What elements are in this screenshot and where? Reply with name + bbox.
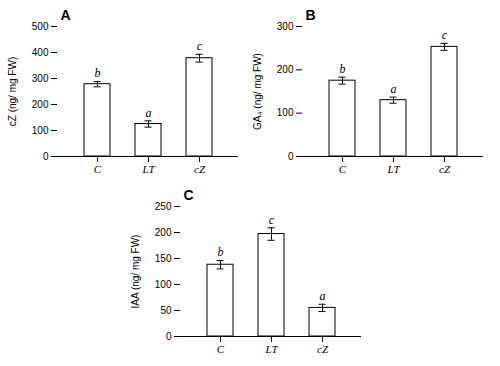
svg-text:b: b — [95, 66, 101, 80]
svg-text:LT: LT — [386, 163, 400, 175]
svg-text:200: 200 — [32, 99, 49, 110]
svg-text:c: c — [442, 28, 448, 42]
svg-text:cZ: cZ — [317, 343, 329, 355]
svg-text:b: b — [217, 245, 223, 259]
svg-text:a: a — [319, 289, 325, 303]
svg-text:300: 300 — [277, 21, 294, 32]
svg-text:200: 200 — [154, 227, 171, 238]
svg-text:C: C — [216, 343, 224, 355]
svg-text:c: c — [268, 213, 274, 227]
svg-text:a: a — [391, 82, 397, 96]
svg-text:400: 400 — [32, 47, 49, 58]
svg-text:300: 300 — [32, 73, 49, 84]
svg-text:A: A — [61, 7, 71, 23]
svg-text:cZ: cZ — [194, 163, 206, 175]
svg-text:100: 100 — [154, 279, 171, 290]
svg-text:500: 500 — [32, 21, 49, 32]
svg-text:GA₄ (ng/ mg FW): GA₄ (ng/ mg FW) — [252, 53, 263, 130]
svg-text:cZ: cZ — [439, 163, 451, 175]
svg-text:c: c — [197, 39, 203, 53]
svg-text:100: 100 — [277, 107, 294, 118]
svg-text:50: 50 — [160, 305, 172, 316]
svg-text:200: 200 — [277, 64, 294, 75]
svg-text:100: 100 — [32, 125, 49, 136]
svg-text:C: C — [94, 163, 102, 175]
svg-text:C: C — [339, 163, 347, 175]
svg-text:250: 250 — [154, 201, 171, 212]
svg-text:LT: LT — [264, 343, 278, 355]
svg-text:150: 150 — [154, 253, 171, 264]
svg-text:cZ (ng/ mg FW): cZ (ng/ mg FW) — [7, 57, 18, 126]
svg-text:0: 0 — [165, 331, 171, 342]
svg-text:a: a — [146, 106, 152, 120]
svg-text:b: b — [340, 62, 346, 76]
svg-text:0: 0 — [288, 151, 294, 162]
svg-text:LT: LT — [141, 163, 155, 175]
svg-text:0: 0 — [43, 151, 49, 162]
svg-text:C: C — [183, 187, 193, 203]
svg-text:B: B — [306, 7, 316, 23]
svg-text:IAA (ng/ mg FW): IAA (ng/ mg FW) — [129, 235, 140, 309]
